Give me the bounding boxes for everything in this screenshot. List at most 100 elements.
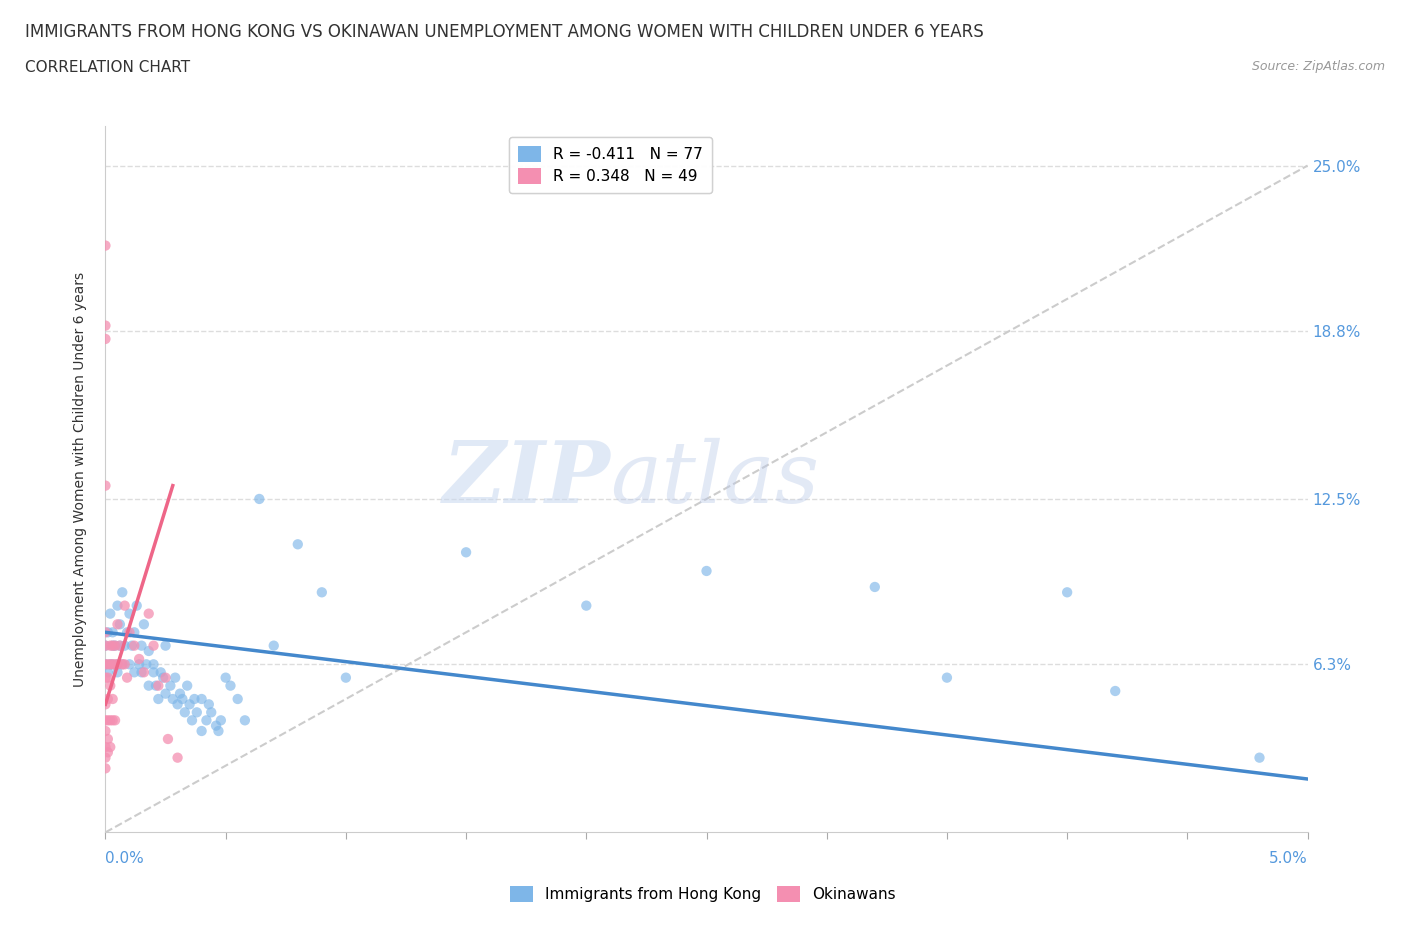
Point [101, 713, 124, 728]
Point [186, 705, 208, 720]
Point [94, 724, 117, 738]
Point [181, 713, 204, 728]
Point [97, 745, 120, 760]
Point [111, 657, 134, 671]
Point [115, 625, 138, 640]
Point [198, 697, 221, 711]
Point [97, 732, 120, 747]
Point [98, 713, 121, 728]
Point [263, 638, 285, 653]
Point [97, 657, 120, 671]
Point [97, 713, 120, 728]
Point [97, 625, 120, 640]
Point [219, 678, 242, 693]
Point [94, 638, 117, 653]
Point [94, 739, 117, 754]
Point [108, 638, 131, 653]
Point [335, 671, 357, 685]
Point [148, 678, 170, 693]
Point [98, 638, 121, 653]
Point [166, 751, 188, 765]
Point [1249, 751, 1271, 765]
Point [863, 579, 886, 594]
Point [162, 692, 184, 707]
Point [149, 665, 172, 680]
Point [214, 671, 236, 685]
Point [97, 692, 120, 707]
Point [111, 585, 134, 600]
Text: ZIP: ZIP [443, 437, 610, 521]
Point [1056, 585, 1078, 600]
Point [101, 638, 124, 653]
Point [101, 657, 124, 671]
Y-axis label: Unemployment Among Women with Children Under 6 years: Unemployment Among Women with Children U… [73, 272, 87, 686]
Point [172, 692, 194, 707]
Point [104, 657, 127, 671]
Point [128, 657, 150, 671]
Point [94, 331, 117, 346]
Point [148, 692, 170, 707]
Text: Source: ZipAtlas.com: Source: ZipAtlas.com [1251, 60, 1385, 73]
Point [94, 713, 117, 728]
Point [233, 713, 256, 728]
Point [575, 598, 598, 613]
Text: CORRELATION CHART: CORRELATION CHART [25, 60, 190, 75]
Point [98, 657, 121, 671]
Point [209, 713, 232, 728]
Point [114, 657, 136, 671]
Point [98, 678, 121, 693]
Text: atlas: atlas [610, 438, 820, 520]
Point [101, 692, 124, 707]
Point [159, 678, 181, 693]
Point [94, 657, 117, 671]
Point [128, 652, 150, 667]
Point [108, 617, 131, 631]
Point [114, 598, 136, 613]
Point [124, 625, 146, 640]
Text: IMMIGRANTS FROM HONG KONG VS OKINAWAN UNEMPLOYMENT AMONG WOMEN WITH CHILDREN UND: IMMIGRANTS FROM HONG KONG VS OKINAWAN UN… [25, 23, 984, 41]
Point [121, 638, 143, 653]
Point [156, 732, 179, 747]
Legend: R = -0.411   N = 77, R = 0.348   N = 49: R = -0.411 N = 77, R = 0.348 N = 49 [509, 137, 711, 193]
Point [131, 638, 153, 653]
Point [104, 713, 127, 728]
Point [111, 657, 134, 671]
Point [94, 478, 117, 493]
Point [118, 625, 141, 640]
Point [124, 638, 146, 653]
Point [94, 657, 117, 671]
Point [132, 665, 155, 680]
Point [454, 545, 477, 560]
Point [98, 606, 121, 621]
Point [155, 638, 177, 653]
Point [145, 678, 167, 693]
Point [131, 665, 153, 680]
Point [195, 713, 218, 728]
Point [179, 697, 201, 711]
Point [94, 625, 117, 640]
Point [107, 657, 129, 671]
Point [696, 564, 718, 578]
Point [287, 537, 309, 551]
Point [101, 625, 124, 640]
Text: 5.0%: 5.0% [1268, 851, 1308, 866]
Point [142, 638, 165, 653]
Point [200, 705, 222, 720]
Point [155, 686, 177, 701]
Legend: Immigrants from Hong Kong, Okinawans: Immigrants from Hong Kong, Okinawans [505, 880, 901, 909]
Point [226, 692, 249, 707]
Point [173, 705, 195, 720]
Point [118, 606, 141, 621]
Point [107, 598, 129, 613]
Point [169, 686, 191, 701]
Point [138, 678, 160, 693]
Point [107, 617, 129, 631]
Point [155, 671, 177, 685]
Point [135, 657, 157, 671]
Point [132, 617, 155, 631]
Point [94, 761, 117, 776]
Point [94, 638, 117, 653]
Point [207, 724, 229, 738]
Point [94, 238, 117, 253]
Point [114, 638, 136, 653]
